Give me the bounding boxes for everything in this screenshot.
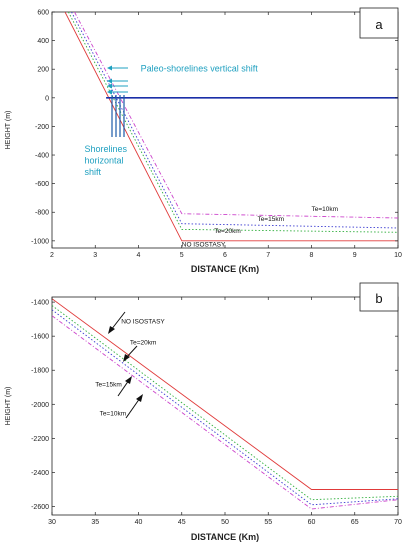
series-line-te-15km bbox=[52, 309, 398, 506]
x-axis-label: DISTANCE (Km) bbox=[191, 264, 259, 274]
panel-letter-box bbox=[359, 7, 399, 39]
y-tick-label: -400 bbox=[35, 153, 49, 160]
x-tick-label: 3 bbox=[93, 252, 97, 259]
y-tick-label: -1000 bbox=[31, 238, 49, 245]
annotation-label: Te=20km bbox=[130, 340, 157, 347]
annotation-label: Te=15km bbox=[257, 216, 284, 223]
annotation-label: Shorelines bbox=[84, 144, 127, 154]
annotation-label: shift bbox=[84, 167, 101, 177]
y-axis-label: HEIGHT (m) bbox=[5, 387, 12, 426]
y-tick-label: 600 bbox=[37, 10, 49, 17]
annotation-label: Te=10km bbox=[312, 206, 339, 213]
x-tick-label: 5 bbox=[180, 252, 184, 259]
x-tick-label: 2 bbox=[50, 252, 54, 259]
x-tick-label: 7 bbox=[266, 252, 270, 259]
panel-a-shoreline-markers bbox=[107, 65, 128, 137]
y-axis-label: HEIGHT (m) bbox=[5, 111, 12, 150]
annotation-label: Paleo-shorelines vertical shift bbox=[141, 63, 259, 73]
x-tick-label: 10 bbox=[394, 252, 402, 259]
series-line-no-isostasy bbox=[52, 298, 398, 490]
x-tick-label: 70 bbox=[394, 519, 402, 526]
x-tick-label: 9 bbox=[353, 252, 357, 259]
x-tick-label: 50 bbox=[221, 519, 229, 526]
y-tick-label: -1600 bbox=[31, 334, 49, 341]
y-tick-label: 0 bbox=[45, 95, 49, 102]
panel-letter: a bbox=[375, 17, 383, 32]
series-line-te-10km bbox=[52, 315, 398, 510]
y-tick-label: 200 bbox=[37, 67, 49, 74]
chart-panel-b: 30 35 40 45 50 55 60 65 70 -1400 -1600 -1800 -2000 -2… bbox=[5, 282, 402, 542]
y-tick-label: -600 bbox=[35, 181, 49, 188]
x-tick-label: 45 bbox=[178, 519, 186, 526]
x-tick-label: 30 bbox=[48, 519, 56, 526]
x-tick-label: 6 bbox=[223, 252, 227, 259]
annotation-label: Te=10km bbox=[100, 410, 127, 417]
x-tick-label: 8 bbox=[310, 252, 314, 259]
chart-panel-a: 2 3 4 5 6 7 8 9 10 600 400 200 0 -200 -400 -600 -800 -100… bbox=[5, 7, 402, 274]
y-tick-label: -2600 bbox=[31, 504, 49, 511]
panel-letter: b bbox=[375, 291, 382, 306]
panel-b-arrows bbox=[108, 311, 143, 419]
annotation-label: Te=20km bbox=[214, 228, 241, 235]
y-tick-label: -2000 bbox=[31, 402, 49, 409]
y-tick-label: 400 bbox=[37, 38, 49, 45]
annotation-label: NO ISOSTASY bbox=[182, 242, 226, 249]
panel-letter-box bbox=[359, 282, 399, 312]
x-tick-label: 60 bbox=[308, 519, 316, 526]
x-tick-label: 65 bbox=[351, 519, 359, 526]
x-axis-label: DISTANCE (Km) bbox=[191, 532, 259, 542]
series-line-te-20km bbox=[52, 305, 398, 501]
annotation-label: horizontal bbox=[84, 156, 123, 166]
series-line-te-15km bbox=[71, 12, 398, 229]
y-tick-label: -200 bbox=[35, 124, 49, 131]
y-tick-label: -1400 bbox=[31, 300, 49, 307]
y-tick-label: -800 bbox=[35, 210, 49, 217]
annotation-label: Te=15km bbox=[95, 381, 122, 388]
y-tick-label: -2400 bbox=[31, 470, 49, 477]
annotation-label: NO ISOSTASY bbox=[121, 318, 165, 325]
series-line-te-10km bbox=[74, 12, 398, 219]
x-tick-label: 55 bbox=[264, 519, 272, 526]
x-tick-label: 35 bbox=[91, 519, 99, 526]
x-tick-label: 4 bbox=[137, 252, 141, 259]
series-line-no-isostasy bbox=[64, 12, 398, 242]
x-tick-label: 40 bbox=[135, 519, 143, 526]
y-tick-label: -1800 bbox=[31, 368, 49, 375]
plot-frame bbox=[51, 11, 399, 249]
y-tick-label: -2200 bbox=[31, 436, 49, 443]
plot-frame bbox=[51, 296, 399, 516]
series-line-te-20km bbox=[68, 12, 398, 233]
